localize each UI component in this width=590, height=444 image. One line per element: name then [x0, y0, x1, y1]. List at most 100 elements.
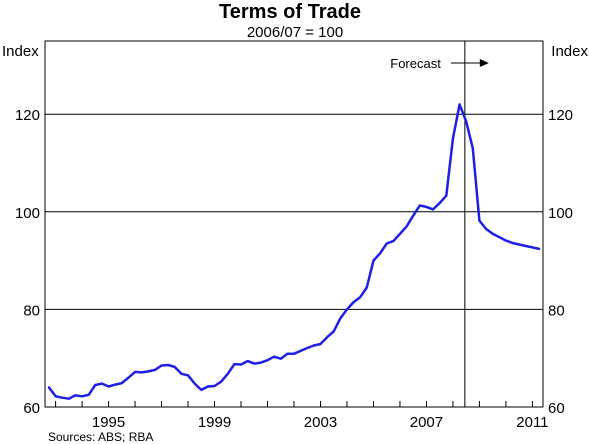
- data-point: [134, 371, 136, 373]
- forecast-label: Forecast: [390, 56, 441, 71]
- y-tick-label-left: 120: [15, 107, 40, 124]
- chart-title: Terms of Trade: [219, 1, 361, 23]
- data-point: [233, 363, 235, 365]
- chart-subtitle: 2006/07 = 100: [247, 24, 343, 41]
- data-point: [300, 350, 302, 352]
- y-axis-label-left: Index: [2, 43, 39, 60]
- axis-ticks: [55, 401, 533, 407]
- series-line: [47, 103, 541, 400]
- data-point: [505, 239, 507, 242]
- data-point: [392, 240, 394, 242]
- data-point: [194, 382, 196, 385]
- y-tick-label-right: 60: [548, 400, 565, 417]
- data-point: [227, 373, 229, 375]
- data-point: [405, 225, 408, 228]
- data-point: [160, 364, 163, 367]
- data-point: [492, 233, 494, 235]
- tick-labels: 60 60 80 80 100 100 120 120 1995 1999 2003 2007 2011: [15, 107, 573, 431]
- data-point: [174, 366, 176, 368]
- y-tick-label-right: 120: [548, 107, 573, 124]
- data-point: [518, 243, 520, 246]
- data-point: [425, 206, 428, 208]
- data-point: [419, 204, 421, 207]
- data-point: [412, 215, 414, 217]
- data-point: [485, 228, 487, 230]
- data-point: [465, 120, 467, 123]
- data-point: [114, 383, 116, 386]
- data-point: [346, 308, 348, 310]
- data-point: [74, 394, 77, 396]
- data-point: [48, 386, 50, 389]
- data-point: [319, 343, 322, 345]
- data-point: [220, 381, 222, 383]
- data-point: [333, 330, 335, 332]
- x-tick-label: 2007: [410, 414, 443, 431]
- y-tick-label-left: 60: [23, 400, 40, 417]
- data-point: [180, 373, 183, 375]
- data-point: [68, 398, 70, 400]
- data-point: [266, 359, 269, 361]
- data-point: [141, 371, 143, 373]
- data-point: [326, 336, 328, 338]
- data-point: [107, 385, 110, 388]
- x-tick-label: 1999: [198, 414, 231, 431]
- data-point: [213, 385, 216, 387]
- data-point: [531, 246, 534, 249]
- data-point: [273, 356, 275, 358]
- data-point: [366, 286, 368, 289]
- data-point: [445, 195, 447, 197]
- data-point: [511, 242, 514, 244]
- gridlines: [45, 113, 543, 310]
- data-point: [247, 360, 249, 362]
- data-point: [54, 395, 57, 397]
- data-point: [286, 353, 288, 355]
- data-point: [240, 363, 242, 366]
- data-point: [372, 260, 375, 262]
- data-point: [154, 369, 156, 371]
- series-group: [47, 103, 541, 400]
- data-point: [498, 236, 500, 238]
- x-tick-label: 2003: [304, 414, 337, 431]
- data-point: [386, 242, 388, 245]
- data-point: [439, 202, 441, 204]
- data-point: [478, 219, 481, 222]
- data-point: [306, 347, 308, 349]
- plot-frame: [44, 40, 544, 408]
- data-point: [260, 361, 262, 364]
- y-axis-label-right: Index: [551, 43, 588, 60]
- data-point: [313, 344, 315, 347]
- data-point: [81, 395, 83, 397]
- x-tick-label: 2011: [516, 414, 548, 431]
- data-point: [525, 245, 527, 247]
- data-point: [353, 301, 355, 303]
- data-point: [94, 384, 96, 386]
- x-tick-label: 1995: [92, 414, 125, 431]
- data-point: [253, 362, 255, 365]
- data-point: [147, 370, 149, 372]
- y-tick-label-right: 80: [548, 302, 565, 319]
- data-point: [538, 248, 540, 250]
- data-point: [472, 147, 474, 149]
- data-point: [280, 358, 282, 360]
- data-point: [452, 138, 454, 140]
- data-point: [127, 377, 130, 379]
- data-point: [101, 382, 103, 385]
- forecast-arrow-icon: [479, 59, 489, 67]
- data-point: [207, 385, 209, 388]
- data-point: [293, 353, 295, 355]
- y-tick-label-left: 100: [15, 205, 40, 222]
- y-tick-label-left: 80: [23, 302, 40, 319]
- data-point: [359, 296, 361, 298]
- data-point: [187, 374, 189, 376]
- y-tick-label-right: 100: [548, 205, 573, 222]
- data-point: [432, 208, 434, 210]
- data-point: [167, 364, 169, 366]
- source-note: Sources: ABS; RBA: [48, 430, 153, 444]
- data-point: [339, 317, 341, 319]
- data-point: [200, 389, 202, 391]
- data-point: [399, 233, 401, 235]
- data-point: [121, 382, 123, 384]
- data-point: [61, 397, 63, 399]
